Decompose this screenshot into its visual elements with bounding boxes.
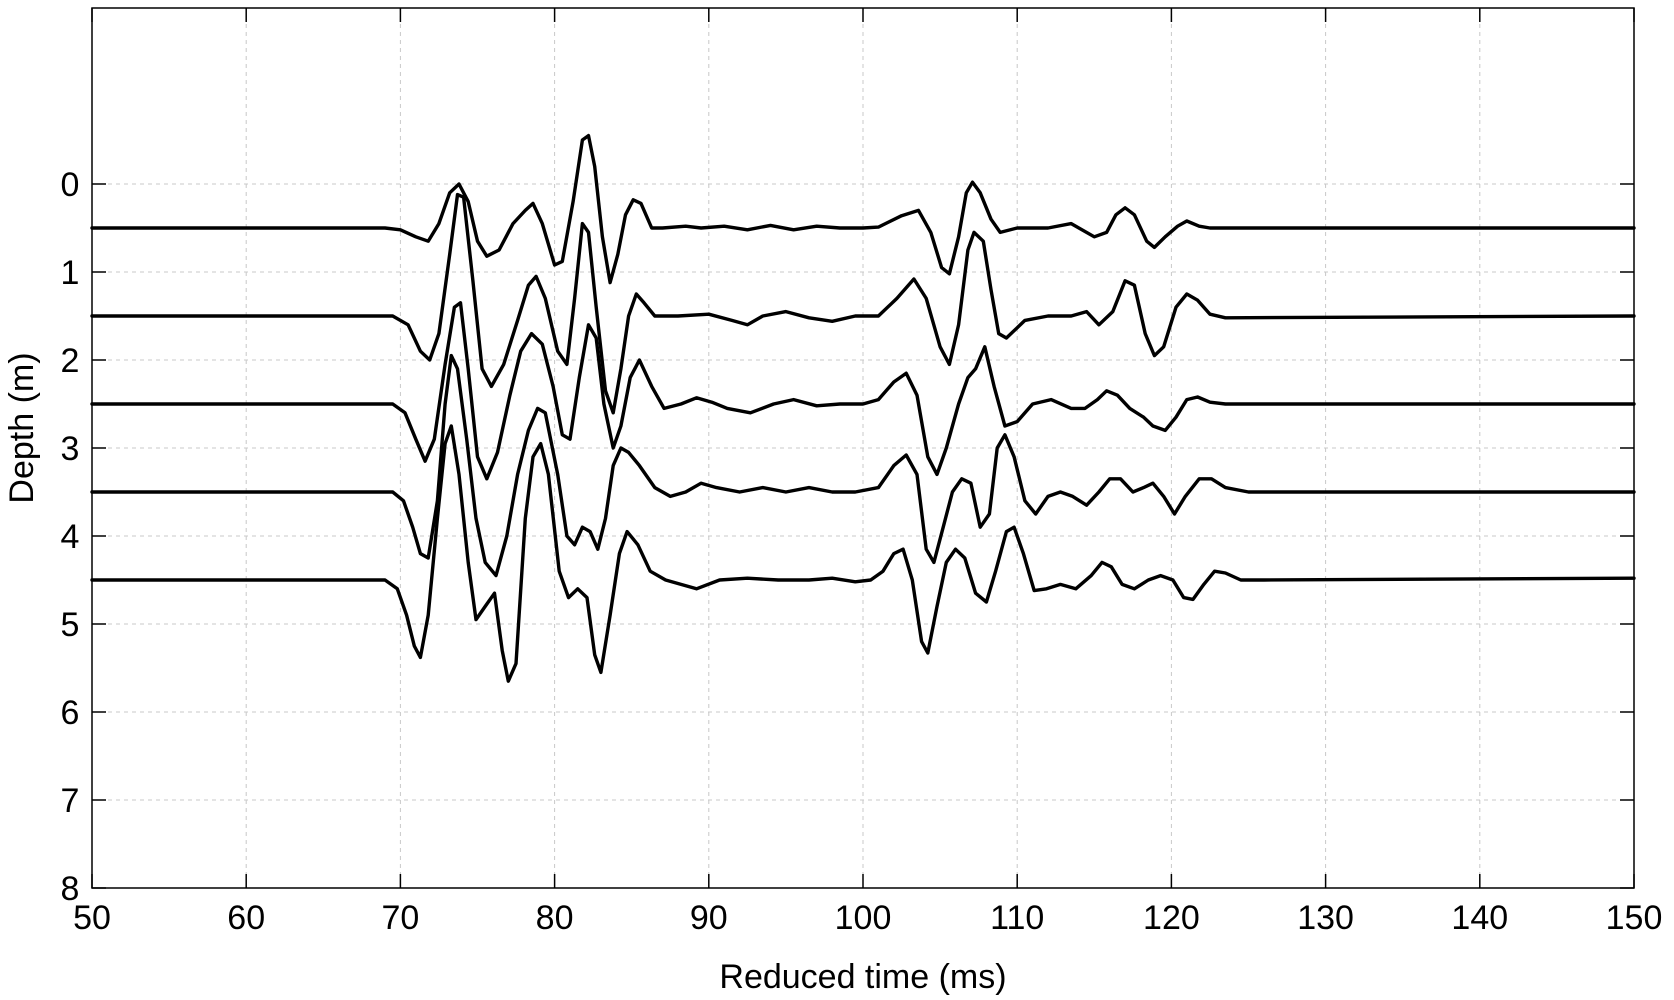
y-tick-label: 8 (61, 870, 80, 908)
y-axis-title: Depth (m) (3, 352, 41, 503)
x-tick-label: 110 (990, 899, 1044, 937)
x-tick-label: 80 (536, 899, 574, 937)
trace-line (90, 353, 1636, 578)
y-tick-label: 5 (61, 606, 80, 644)
trace-line (90, 301, 1636, 481)
x-tick-label: 50 (73, 899, 111, 937)
y-tick-label: 0 (61, 166, 80, 204)
x-tick-label: 100 (835, 899, 892, 937)
x-tick-label: 70 (381, 899, 419, 937)
trace-line (90, 133, 1636, 285)
x-tick-label: 130 (1297, 899, 1354, 937)
trace-line (90, 424, 1636, 683)
x-tick-label: 90 (690, 899, 728, 937)
y-tick-label: 3 (61, 430, 80, 468)
y-tick-label: 7 (61, 782, 80, 820)
y-tick-label: 6 (61, 694, 80, 732)
y-tick-label: 1 (61, 254, 80, 292)
trace-line (90, 192, 1636, 415)
x-tick-labels: 50 60 70 80 90 100 110 120 130 140 150 (73, 899, 1662, 937)
x-tick-label: 60 (227, 899, 265, 937)
x-tick-label: 120 (1143, 899, 1200, 937)
traces (90, 133, 1636, 683)
ticks (91, 8, 1635, 889)
x-tick-label: 150 (1606, 899, 1663, 937)
x-axis-title: Reduced time (ms) (719, 958, 1006, 996)
y-tick-labels: 0 1 2 3 4 5 6 7 8 (61, 166, 80, 908)
x-tick-label: 140 (1451, 899, 1508, 937)
grid (92, 8, 1634, 888)
y-tick-label: 2 (61, 342, 80, 380)
y-tick-label: 4 (61, 518, 80, 556)
